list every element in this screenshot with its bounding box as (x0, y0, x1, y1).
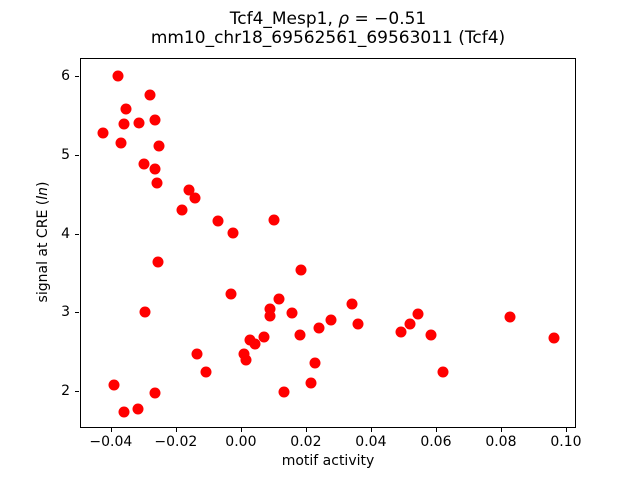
x-tick-label: −0.04 (89, 434, 133, 450)
x-tick-mark (500, 428, 502, 432)
y-tick-mark (75, 312, 79, 314)
data-point (346, 298, 358, 310)
data-point (139, 306, 151, 318)
plot-area (80, 58, 576, 428)
data-point (149, 163, 161, 175)
data-point (240, 354, 252, 366)
data-point (295, 264, 307, 276)
data-point (118, 406, 130, 418)
data-point (412, 308, 424, 320)
data-point (118, 118, 130, 130)
title-gene-pair: Tcf4_Mesp1, (229, 9, 339, 29)
data-point (212, 215, 223, 227)
data-point (138, 158, 150, 170)
data-point (325, 314, 337, 326)
x-tick-mark (565, 428, 567, 432)
data-point (115, 137, 127, 149)
data-point (404, 318, 416, 330)
chart-title-line2: mm10_chr18_69562561_69563011 (Tcf4) (150, 28, 506, 48)
data-point (437, 366, 449, 378)
x-tick-label: 0.04 (355, 434, 387, 450)
data-point (249, 338, 261, 350)
y-tick-mark (75, 76, 79, 78)
data-point (227, 227, 239, 239)
data-point (133, 117, 145, 129)
data-point (273, 293, 285, 305)
data-point (120, 103, 132, 115)
y-tick-label: 5 (61, 146, 70, 163)
data-point (149, 387, 161, 399)
data-point (425, 329, 437, 341)
data-point (183, 184, 195, 196)
data-point (352, 318, 364, 330)
data-point (144, 89, 156, 101)
data-point (395, 326, 407, 338)
x-tick-label: −0.02 (154, 434, 198, 450)
y-tick-label: 3 (61, 304, 70, 321)
data-point (294, 329, 306, 341)
data-point (313, 322, 325, 334)
data-point (149, 114, 161, 126)
title-rho-value: = −0.51 (349, 9, 427, 29)
data-point (264, 310, 276, 322)
data-point (153, 140, 165, 152)
x-axis-label: motif activity (281, 453, 375, 469)
x-tick-label: 0.10 (550, 434, 582, 450)
data-point (286, 307, 298, 319)
data-point (152, 256, 164, 268)
x-tick-label: 0.02 (290, 434, 322, 450)
data-point (97, 127, 109, 139)
data-point (112, 70, 124, 82)
x-tick-label: 0.08 (485, 434, 517, 450)
chart-title: Tcf4_Mesp1, ρ = −0.51 mm10_chr18_6956256… (80, 10, 576, 48)
rho-symbol: ρ (338, 9, 350, 29)
y-tick-label: 6 (61, 68, 70, 85)
chart-title-line1: Tcf4_Mesp1, ρ = −0.51 (80, 10, 576, 29)
data-point (264, 303, 276, 315)
data-point (238, 348, 250, 360)
y-tick-mark (75, 154, 79, 156)
data-point (268, 214, 280, 226)
data-point (200, 366, 212, 378)
y-tick-mark (75, 233, 79, 235)
data-point (132, 403, 144, 415)
data-point (108, 379, 120, 391)
data-point (504, 311, 516, 323)
x-tick-mark (370, 428, 372, 432)
data-point (305, 377, 317, 389)
y-tick-mark (75, 391, 79, 392)
x-tick-mark (175, 428, 177, 432)
y-axis-label: signal at CRE (ln) (35, 181, 51, 303)
y-tick-label: 2 (61, 383, 70, 399)
data-point (258, 331, 270, 343)
x-tick-mark (240, 428, 242, 432)
y-tick-label: 4 (61, 225, 70, 242)
data-point (548, 332, 560, 344)
data-point (225, 288, 237, 300)
data-point (176, 204, 188, 216)
data-point (151, 177, 163, 189)
data-point (191, 348, 203, 360)
x-tick-mark (110, 428, 112, 432)
data-point (189, 192, 201, 204)
x-tick-mark (435, 428, 437, 432)
x-tick-label: 0.00 (225, 434, 257, 450)
data-point (309, 357, 321, 369)
x-tick-label: 0.06 (420, 434, 452, 450)
data-point (278, 386, 290, 398)
x-tick-mark (305, 428, 307, 432)
